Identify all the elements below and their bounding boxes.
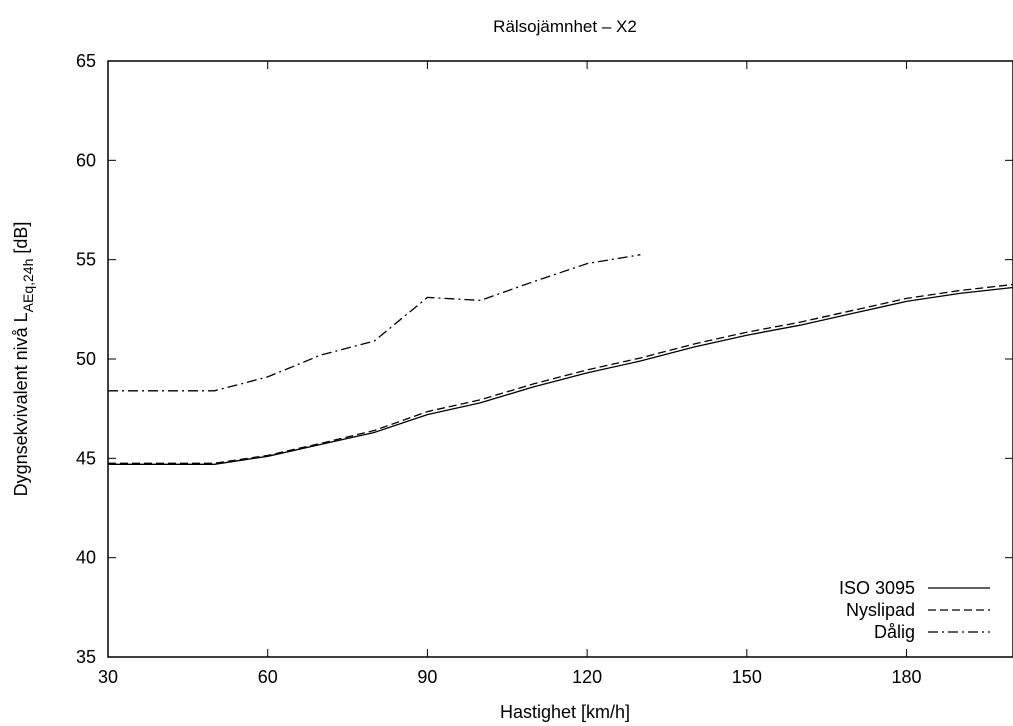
y-tick-label: 50 bbox=[76, 349, 96, 369]
y-tick-label: 55 bbox=[76, 250, 96, 270]
plot-frame bbox=[107, 60, 1013, 658]
x-tick-label: 120 bbox=[572, 667, 602, 687]
x-tick-label: 30 bbox=[98, 667, 118, 687]
y-axis-label-suffix: [dB] bbox=[11, 222, 31, 259]
x-tick-label: 90 bbox=[417, 667, 437, 687]
series-line-nyslipad bbox=[108, 283, 1013, 464]
series-line-dålig bbox=[108, 254, 641, 392]
x-axis: 30 60 90 120 150 180 bbox=[98, 61, 922, 687]
y-axis-label-subscript: AEq,24h bbox=[20, 259, 36, 313]
chart-title: Rälsojämnhet – X2 bbox=[493, 17, 637, 36]
x-tick-label: 150 bbox=[732, 667, 762, 687]
legend-label: Dålig bbox=[874, 622, 915, 642]
y-tick-label: 65 bbox=[76, 51, 96, 71]
y-tick-label: 40 bbox=[76, 548, 96, 568]
y-tick-label: 45 bbox=[76, 448, 96, 468]
y-tick-label: 35 bbox=[76, 647, 96, 667]
x-tick-label: 60 bbox=[258, 667, 278, 687]
series-line-iso-3095 bbox=[108, 286, 1013, 465]
legend-label: ISO 3095 bbox=[839, 578, 915, 598]
legend-label: Nyslipad bbox=[846, 600, 915, 620]
y-axis-label-main: Dygnsekvivalent nivå L bbox=[11, 312, 31, 496]
x-axis-label: Hastighet [km/h] bbox=[500, 702, 630, 722]
y-axis-label: Dygnsekvivalent nivå LAEq,24h [dB] bbox=[11, 222, 36, 497]
y-axis: 35 40 45 50 55 60 65 bbox=[76, 51, 1013, 667]
y-tick-label: 60 bbox=[76, 150, 96, 170]
x-tick-label: 180 bbox=[892, 667, 922, 687]
series-layer bbox=[108, 254, 1013, 465]
